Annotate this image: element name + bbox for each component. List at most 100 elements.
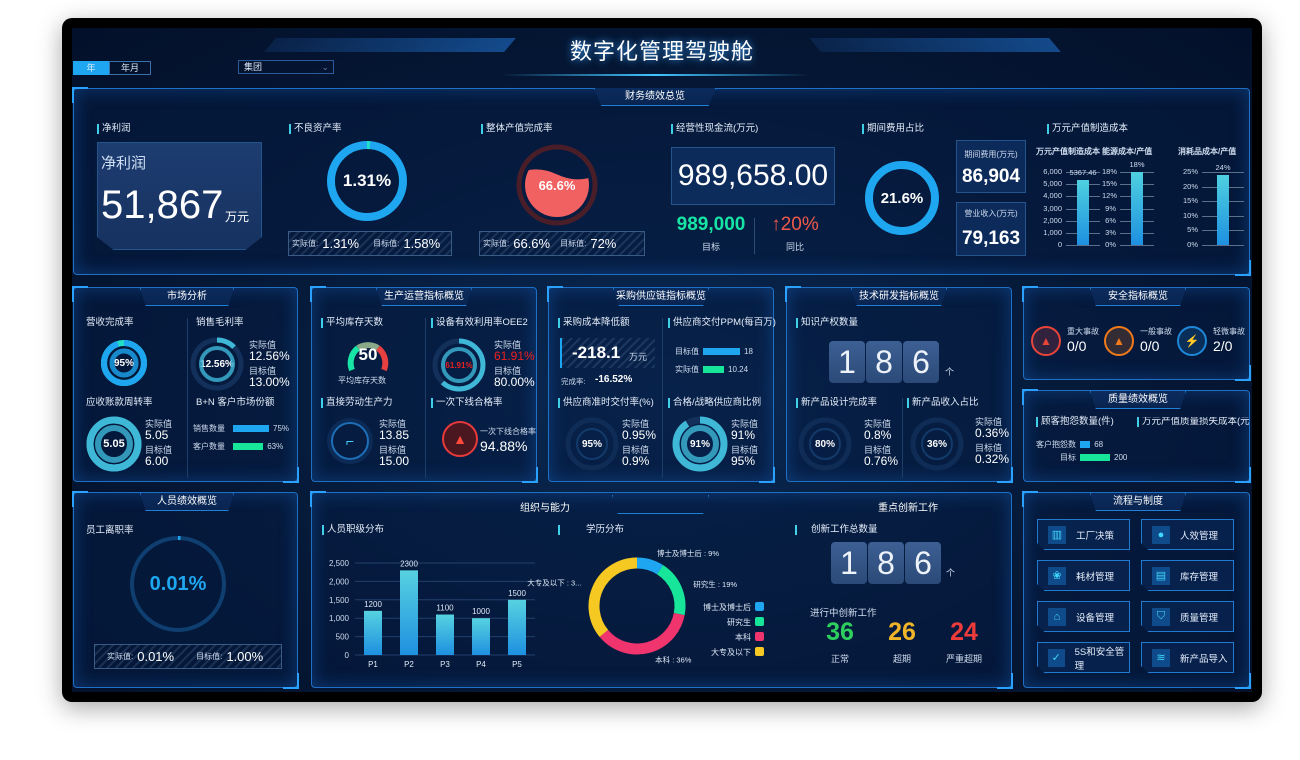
gross-actual: 12.56% <box>249 349 290 363</box>
slice-label: 本科 : 36% <box>655 654 692 664</box>
innovation-ongoing-label: 进行中创新工作 <box>810 608 877 619</box>
warning-icon: ▲ <box>1031 326 1061 356</box>
axis-tick-label: 20% <box>1182 181 1198 191</box>
y-tick-label: 2,000 <box>329 577 350 586</box>
innovation-unit: 个 <box>946 568 956 578</box>
process-button[interactable]: ≋ 新产品导入 <box>1141 642 1234 673</box>
procurement-panel <box>547 286 775 483</box>
user-icon: ● <box>1152 525 1170 544</box>
oee-gauge: 61.91% <box>432 338 486 392</box>
process-button-label: 库存管理 <box>1180 571 1219 583</box>
bad-asset-label: 不良资产率 <box>289 124 342 134</box>
cashflow-label: 经营性现金流(万元) <box>671 124 758 134</box>
process-button[interactable]: ▥ 工厂决策 <box>1037 519 1130 550</box>
layers-icon: ≋ <box>1152 648 1170 667</box>
oee-actual-label: 实际值 <box>494 340 522 350</box>
gauge-arc <box>101 340 147 386</box>
finance-panel <box>72 87 1251 276</box>
ongoing-status-label: 严重超期 <box>945 654 982 664</box>
turnover-gauge: 0.01% <box>128 534 228 634</box>
ontime-value: 95% <box>581 438 602 450</box>
safety-item-label: 一般事故 <box>1140 327 1172 336</box>
ontime-actual: 0.95% <box>622 428 657 442</box>
legend-label[interactable]: 大专及以下 <box>711 647 751 657</box>
safety-item-value: 0/0 <box>1140 338 1160 354</box>
safety-item-label: 重大事故 <box>1067 327 1099 336</box>
gridline <box>1202 172 1244 173</box>
gauge-graphic <box>432 338 486 392</box>
y-tick-label: 500 <box>336 633 350 642</box>
design-rate-gauge: 80% <box>798 417 852 471</box>
safety-shield-icon: ✓ <box>1048 648 1065 667</box>
process-button-label: 质量管理 <box>1180 612 1219 624</box>
process-button[interactable]: ✓ 5S和安全管理 <box>1037 642 1130 673</box>
ontime-target-label: 目标值 <box>622 445 650 455</box>
ontime-target: 0.9% <box>622 454 650 468</box>
qualified-target-label: 目标值 <box>731 445 759 455</box>
innovation-panel-title: 重点创新工作 <box>878 503 938 514</box>
gauge-arc <box>190 337 244 391</box>
legend-swatch[interactable] <box>755 617 764 626</box>
org-select[interactable]: 集团 ⌄ <box>238 60 334 74</box>
legend-label[interactable]: 研究生 <box>727 617 751 627</box>
quality-loss-label: 万元产值质量损失成本(元) <box>1137 417 1249 427</box>
quality-panel-title: 质量绩效概览 <box>1090 391 1186 409</box>
bad-asset-gauge: 1.31% <box>325 139 409 223</box>
legend-swatch[interactable] <box>755 647 764 656</box>
ar-actual: 5.05 <box>145 428 169 442</box>
gross-target: 13.00% <box>249 375 290 389</box>
process-button[interactable]: ❀ 耗材管理 <box>1037 560 1130 591</box>
gauge-segment-grey <box>356 342 380 351</box>
inventory-days-value: 50 <box>358 345 378 364</box>
design-rate-value: 80% <box>814 438 835 450</box>
page-title: 数字化管理驾驶舱 <box>569 39 754 64</box>
y-tick-label: 1,000 <box>329 614 350 623</box>
slice-label: 大专及以下 : 3... <box>527 578 581 588</box>
gauge-graphic <box>565 417 619 471</box>
ip-count-unit: 个 <box>945 367 955 377</box>
labor-target-label: 目标值 <box>379 445 407 455</box>
revenue-card-value: 79,163 <box>961 228 1021 249</box>
mfg-chart-title: 万元产值制造成本 <box>1036 147 1100 156</box>
axis-tick-label: 6% <box>1105 215 1116 225</box>
axis-tick-label: 3,000 <box>1043 203 1062 213</box>
process-button[interactable]: ▤ 库存管理 <box>1141 560 1234 591</box>
quality-panel <box>1022 389 1251 483</box>
ip-count-digit: 6 <box>903 341 939 383</box>
process-button[interactable]: ● 人效管理 <box>1141 519 1234 550</box>
legend-swatch[interactable] <box>755 632 764 641</box>
tab-year[interactable]: 年 <box>73 61 109 75</box>
process-button-label: 5S和安全管理 <box>1074 646 1125 672</box>
bar-value-label: 2300 <box>400 559 418 568</box>
cashflow-value: 989,658.00 <box>671 147 835 205</box>
job-level-label: 人员职级分布 <box>322 525 384 535</box>
gridline <box>1120 245 1154 246</box>
rnd-panel-title: 技术研发指标概览 <box>851 288 947 306</box>
legend-swatch[interactable] <box>755 602 764 611</box>
inventory-days-sub: 平均库存天数 <box>338 376 386 385</box>
x-tick-label: P5 <box>512 660 522 669</box>
gross-margin-value: 12.56% <box>200 358 234 370</box>
procurement-panel-title: 采购供应链指标概览 <box>613 288 709 306</box>
axis-tick-label: 9% <box>1105 203 1116 213</box>
legend-label[interactable]: 博士及博士后 <box>703 602 751 612</box>
legend-label[interactable]: 本科 <box>735 632 751 642</box>
bar-label: 目标值 <box>675 347 699 356</box>
new-product-revenue-gauge: 36% <box>910 417 964 471</box>
tab-year-month[interactable]: 年月 <box>109 61 151 75</box>
process-button[interactable]: ⌂ 设备管理 <box>1037 601 1130 632</box>
gross-actual-label: 实际值 <box>249 340 277 350</box>
bar-row: 实际值 10.24 <box>675 364 748 375</box>
axis-tick-label: 5,000 <box>1043 179 1062 189</box>
safety-item-label: 轻微事故 <box>1213 327 1245 336</box>
axis-tick-label: 10% <box>1182 210 1198 220</box>
inventory-days-label: 平均库存天数 <box>321 318 383 328</box>
production-panel-title: 生产运营指标概览 <box>376 288 472 306</box>
fpy-value: 94.88% <box>480 438 528 454</box>
process-button[interactable]: ⛉ 质量管理 <box>1141 601 1234 632</box>
turnover-actual: 0.01% <box>137 649 175 664</box>
bar-value: 18 <box>744 347 753 356</box>
equipment-icon: ⌂ <box>1048 607 1066 626</box>
oee-target-label: 目标值 <box>494 366 522 376</box>
ongoing-status-label: 超期 <box>892 654 911 664</box>
